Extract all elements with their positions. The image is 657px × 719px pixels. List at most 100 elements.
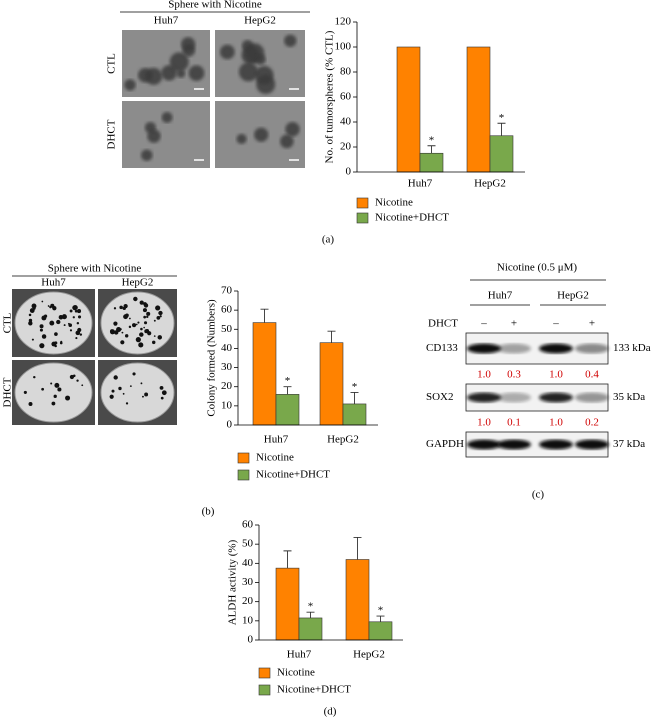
size-label: 35 kDa (613, 391, 645, 403)
y-tick-label: 30 (221, 361, 233, 373)
y-tick-label: 0 (248, 634, 254, 646)
colony (113, 375, 118, 380)
colony (49, 306, 52, 309)
blot-band (575, 343, 609, 354)
y-tick-label: 60 (242, 519, 254, 531)
band-ratio: 0.2 (585, 417, 599, 429)
bar (368, 621, 393, 641)
y-tick-label: 20 (242, 595, 254, 607)
error-bar (283, 386, 292, 395)
blot-band (467, 392, 501, 403)
legend-swatch (356, 197, 369, 209)
colony (120, 340, 125, 345)
colony (72, 374, 76, 378)
colony (157, 335, 163, 340)
panel-label: (b) (202, 506, 215, 518)
y-tick-label: 70 (221, 285, 233, 297)
y-tick-label: 20 (221, 380, 233, 392)
colony (121, 331, 124, 334)
protein-label: SOX2 (426, 391, 454, 403)
colony (63, 324, 66, 327)
error-bar (306, 611, 315, 618)
bar (319, 342, 344, 426)
colony (31, 338, 34, 341)
legend-label: Nicotine+DHCT (256, 469, 330, 481)
colony (28, 402, 33, 406)
colony (74, 309, 78, 313)
significance-mark: * (285, 375, 291, 387)
colony (50, 382, 53, 385)
blot-band (467, 343, 501, 354)
colony (69, 309, 73, 313)
colony (116, 327, 122, 333)
y-tick-label: 50 (242, 538, 254, 550)
bar (345, 559, 370, 641)
colony (68, 323, 73, 327)
significance-mark: * (429, 134, 435, 146)
y-axis-label: No. of tumorspheres (% CTL) (324, 30, 336, 163)
y-tick-label: 0 (346, 166, 352, 178)
treatment-sign: – (552, 318, 559, 330)
colony (119, 328, 122, 331)
colony (81, 384, 84, 387)
blot-band (539, 439, 573, 450)
bar (275, 567, 300, 641)
colony (23, 390, 27, 394)
sphere-blob (280, 134, 294, 149)
size-label: 133 kDa (613, 342, 651, 354)
x-tick-label: HepG2 (353, 649, 385, 661)
colony (161, 390, 167, 396)
colony (135, 323, 138, 326)
colony (160, 396, 164, 400)
x-tick-label: HepG2 (327, 434, 359, 446)
sphere-blob (145, 67, 163, 85)
panel-label: (c) (532, 489, 545, 501)
sphere-blob (236, 133, 247, 145)
colony (111, 389, 115, 393)
blot-band (575, 439, 609, 450)
colony (142, 308, 147, 313)
sphere-blob (284, 34, 297, 47)
colony (33, 375, 36, 379)
y-tick-label: 0 (227, 419, 233, 431)
legend-label: Nicotine (256, 452, 294, 464)
y-axis-label: ALDH activity (%) (227, 539, 239, 625)
y-tick-label: 120 (335, 16, 352, 28)
legend-label: Nicotine (277, 667, 315, 679)
y-tick-label: 10 (221, 399, 233, 411)
colony (146, 311, 151, 316)
sphere-blob (161, 112, 173, 123)
sphere-blob (188, 65, 205, 81)
legend-label: Nicotine+DHCT (277, 684, 351, 696)
y-tick-label: 20 (340, 141, 352, 153)
sphere-blob (285, 121, 300, 137)
colony (133, 296, 138, 302)
colony (51, 401, 56, 406)
panel-label: (a) (322, 234, 335, 246)
sphere-blob (238, 62, 259, 82)
colony (57, 387, 62, 392)
y-tick-label: 50 (221, 323, 233, 335)
colony (139, 332, 144, 337)
y-tick-label: 100 (335, 41, 352, 53)
blot-band (575, 392, 609, 403)
blot-band (539, 343, 573, 354)
error-bar (327, 330, 336, 343)
colony (146, 315, 149, 319)
colony (75, 330, 81, 336)
colony (54, 341, 58, 345)
colony (153, 319, 156, 322)
legend-swatch (258, 684, 271, 696)
colony (122, 392, 125, 395)
error-bar (497, 122, 506, 136)
colony (75, 337, 78, 340)
colony (124, 334, 129, 338)
band-ratio: 0.4 (585, 369, 599, 381)
colony (109, 394, 114, 399)
significance-mark: * (308, 601, 314, 613)
colony (41, 315, 47, 321)
blot-band (467, 439, 501, 450)
blot-band (497, 392, 531, 403)
colony (29, 308, 35, 313)
significance-mark: * (499, 112, 505, 124)
